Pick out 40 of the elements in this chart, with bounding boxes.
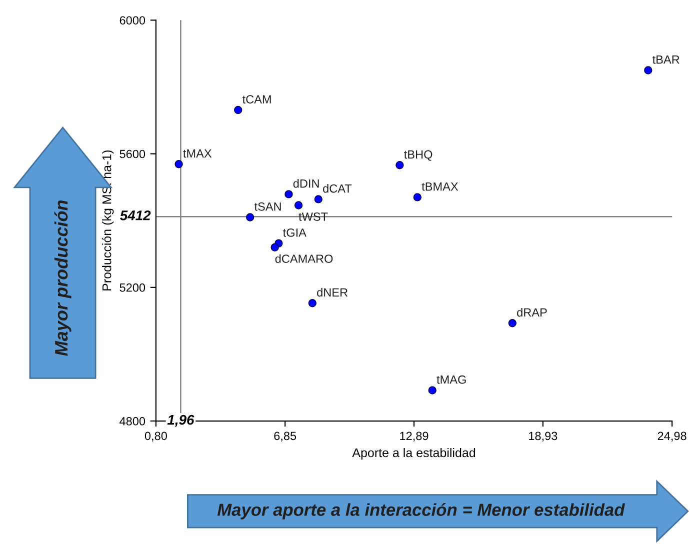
point	[246, 213, 254, 222]
x-tick-label: 6,85	[274, 432, 296, 442]
point	[428, 386, 436, 394]
series-label: tCAM	[242, 95, 271, 104]
ref-line-label: 1,96	[167, 414, 194, 427]
x-tick-label: 0,80	[144, 432, 167, 442]
point	[314, 195, 322, 204]
series-label: tBMAX	[422, 182, 458, 191]
ref-line-label: 5412	[120, 210, 151, 220]
point	[396, 161, 404, 170]
y-tick-label: 4800	[120, 417, 146, 426]
point	[234, 106, 242, 114]
series-label: tMAX	[183, 149, 212, 158]
series-label: tGIA	[283, 228, 306, 237]
point	[174, 160, 183, 168]
y-tick-label: 5600	[120, 150, 146, 158]
series-label: tSAN	[254, 202, 281, 211]
series-label: dNER	[317, 288, 348, 297]
y-tick-label: 5200	[120, 283, 146, 292]
series-label: dCAMARO	[275, 254, 333, 263]
text: Mayor producción	[54, 200, 72, 356]
point	[270, 243, 279, 252]
series-label: tBAR	[652, 56, 680, 64]
series-label: tMAG	[436, 375, 466, 384]
series-label: dCAT	[323, 184, 352, 193]
x-tick-label: 24,98	[658, 432, 686, 442]
point	[284, 190, 293, 198]
series-label: tBHQ	[404, 150, 432, 161]
y-tick-label: 6000	[120, 16, 146, 25]
series-label: dDIN	[293, 179, 319, 188]
x-tick-label: 18,93	[529, 432, 558, 442]
series-label: dRAP	[517, 308, 547, 317]
point	[644, 66, 652, 74]
point	[308, 299, 316, 308]
point	[294, 201, 303, 210]
x-axis-title: Aporte a la estabilidad	[352, 448, 476, 460]
x-tick-label: 12,89	[400, 432, 428, 442]
point	[413, 193, 422, 202]
text: Mayor aporte a la interacción = Menor estabilidad	[217, 503, 626, 520]
point	[508, 319, 516, 328]
